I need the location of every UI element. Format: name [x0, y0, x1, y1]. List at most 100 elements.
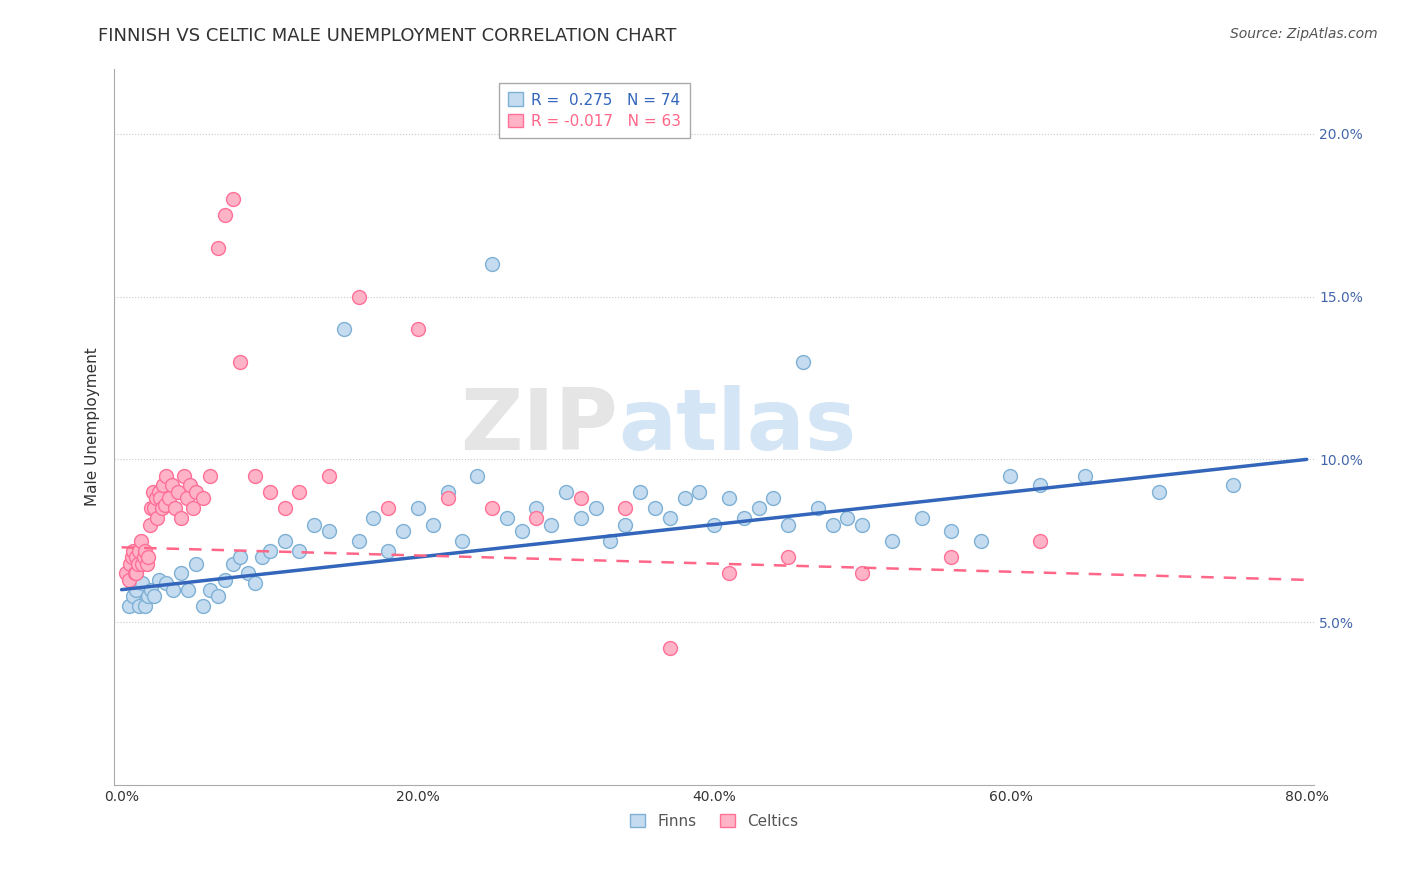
Point — [143, 589, 166, 603]
Point — [778, 517, 800, 532]
Point — [125, 582, 148, 597]
Point — [481, 501, 503, 516]
Point — [131, 557, 153, 571]
Point — [229, 354, 252, 368]
Point — [526, 501, 548, 516]
Point — [392, 524, 415, 538]
Point — [243, 468, 266, 483]
Text: Source: ZipAtlas.com: Source: ZipAtlas.com — [1230, 27, 1378, 41]
Point — [132, 550, 155, 565]
Point — [136, 550, 159, 565]
Point — [177, 582, 200, 597]
Point — [153, 498, 176, 512]
Point — [252, 550, 274, 565]
Point — [173, 468, 195, 483]
Point — [436, 485, 458, 500]
Point — [118, 573, 141, 587]
Point — [128, 599, 150, 613]
Point — [176, 491, 198, 506]
Point — [748, 501, 770, 516]
Point — [717, 491, 740, 506]
Point — [222, 192, 245, 206]
Point — [288, 485, 311, 500]
Point — [377, 543, 399, 558]
Point — [200, 582, 222, 597]
Point — [134, 543, 156, 558]
Point — [146, 511, 169, 525]
Point — [451, 533, 474, 548]
Point — [970, 533, 993, 548]
Point — [125, 550, 148, 565]
Point — [821, 517, 844, 532]
Point — [837, 511, 859, 525]
Text: FINNISH VS CELTIC MALE UNEMPLOYMENT CORRELATION CHART: FINNISH VS CELTIC MALE UNEMPLOYMENT CORR… — [98, 27, 676, 45]
Point — [191, 599, 214, 613]
Point — [128, 543, 150, 558]
Point — [406, 501, 429, 516]
Point — [207, 241, 229, 255]
Point — [191, 491, 214, 506]
Point — [184, 557, 207, 571]
Point — [880, 533, 903, 548]
Point — [118, 599, 141, 613]
Point — [131, 576, 153, 591]
Point — [318, 524, 340, 538]
Point — [184, 485, 207, 500]
Point — [136, 589, 159, 603]
Point — [181, 501, 204, 516]
Point — [318, 468, 340, 483]
Point — [762, 491, 785, 506]
Point — [148, 485, 170, 500]
Point — [569, 511, 592, 525]
Point — [115, 566, 138, 581]
Point — [122, 543, 145, 558]
Point — [160, 478, 183, 492]
Point — [121, 550, 143, 565]
Point — [142, 485, 165, 500]
Point — [614, 517, 637, 532]
Point — [688, 485, 710, 500]
Point — [259, 543, 281, 558]
Point — [481, 257, 503, 271]
Point — [347, 533, 370, 548]
Point — [1147, 485, 1170, 500]
Point — [125, 566, 148, 581]
Point — [141, 582, 163, 597]
Point — [155, 468, 177, 483]
Point — [141, 501, 163, 516]
Point — [436, 491, 458, 506]
Point — [135, 557, 157, 571]
Point — [167, 485, 190, 500]
Point — [807, 501, 830, 516]
Point — [1222, 478, 1244, 492]
Point — [273, 501, 295, 516]
Point — [628, 485, 651, 500]
Point — [585, 501, 607, 516]
Point — [851, 517, 873, 532]
Point — [170, 566, 193, 581]
Y-axis label: Male Unemployment: Male Unemployment — [86, 347, 100, 506]
Point — [259, 485, 281, 500]
Point — [273, 533, 295, 548]
Point — [1029, 533, 1052, 548]
Point — [703, 517, 725, 532]
Point — [792, 354, 814, 368]
Point — [851, 566, 873, 581]
Point — [422, 517, 444, 532]
Point — [1000, 468, 1022, 483]
Point — [333, 322, 356, 336]
Point — [179, 478, 201, 492]
Point — [207, 589, 229, 603]
Point — [148, 573, 170, 587]
Point — [122, 589, 145, 603]
Point — [157, 491, 180, 506]
Point — [1029, 478, 1052, 492]
Point — [288, 543, 311, 558]
Point — [200, 468, 222, 483]
Point — [717, 566, 740, 581]
Point — [163, 501, 186, 516]
Point — [495, 511, 517, 525]
Point — [222, 557, 245, 571]
Point — [733, 511, 755, 525]
Point — [145, 491, 167, 506]
